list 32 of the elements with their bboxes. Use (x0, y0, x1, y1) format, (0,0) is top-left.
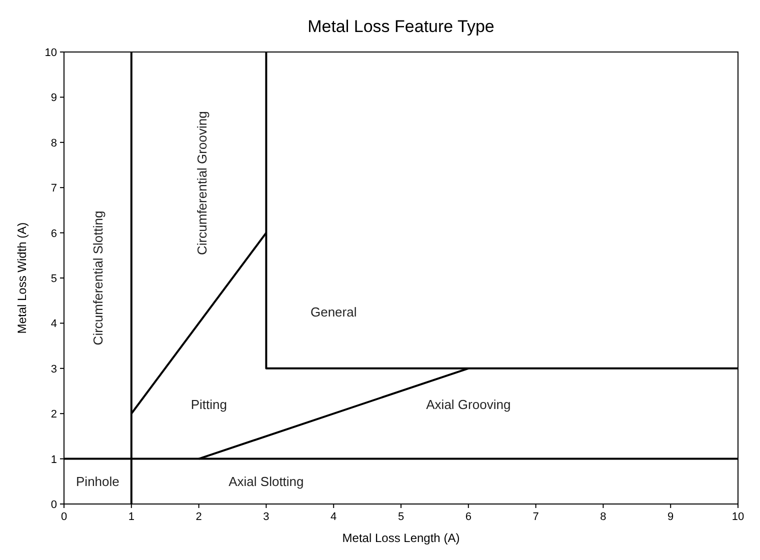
y-tick-label: 9 (50, 92, 57, 104)
x-tick-label: 1 (128, 511, 134, 523)
y-tick-label: 3 (50, 363, 57, 376)
annotation: Axial Grooving (426, 397, 511, 412)
annotation: Pitting (190, 397, 227, 412)
y-tick-label: 6 (50, 228, 57, 240)
y-tick-label: 10 (44, 47, 57, 59)
x-axis-title: Metal Loss Length (A) (342, 531, 460, 545)
x-tick-label: 6 (465, 511, 472, 523)
annotation: Axial Slotting (228, 474, 304, 489)
x-tick-label: 8 (600, 511, 606, 523)
x-tick-label: 7 (532, 511, 539, 523)
y-axis-title: Metal Loss Width (A) (15, 222, 29, 334)
y-tick-label: 0 (50, 499, 57, 511)
annotation: General (310, 304, 357, 320)
x-tick-label: 4 (330, 511, 337, 523)
x-tick-label: 5 (398, 511, 404, 523)
y-tick-label: 1 (50, 454, 57, 466)
annotation: Pinhole (76, 474, 120, 489)
x-tick-label: 0 (60, 511, 68, 523)
y-tick-label: 4 (50, 318, 57, 330)
annotation: Circumferential Grooving (194, 111, 210, 255)
x-tick-label: 10 (732, 511, 744, 523)
annotation: Circumferential Slotting (90, 210, 106, 346)
y-tick-label: 7 (50, 182, 57, 195)
x-tick-label: 3 (263, 511, 270, 523)
x-tick-label: 2 (196, 511, 202, 523)
chart-title: Metal Loss Feature Type (308, 17, 494, 36)
x-tick-label: 9 (668, 511, 674, 523)
y-tick-label: 8 (50, 137, 57, 150)
y-tick-label: 2 (50, 408, 57, 421)
y-tick-label: 5 (50, 273, 57, 285)
